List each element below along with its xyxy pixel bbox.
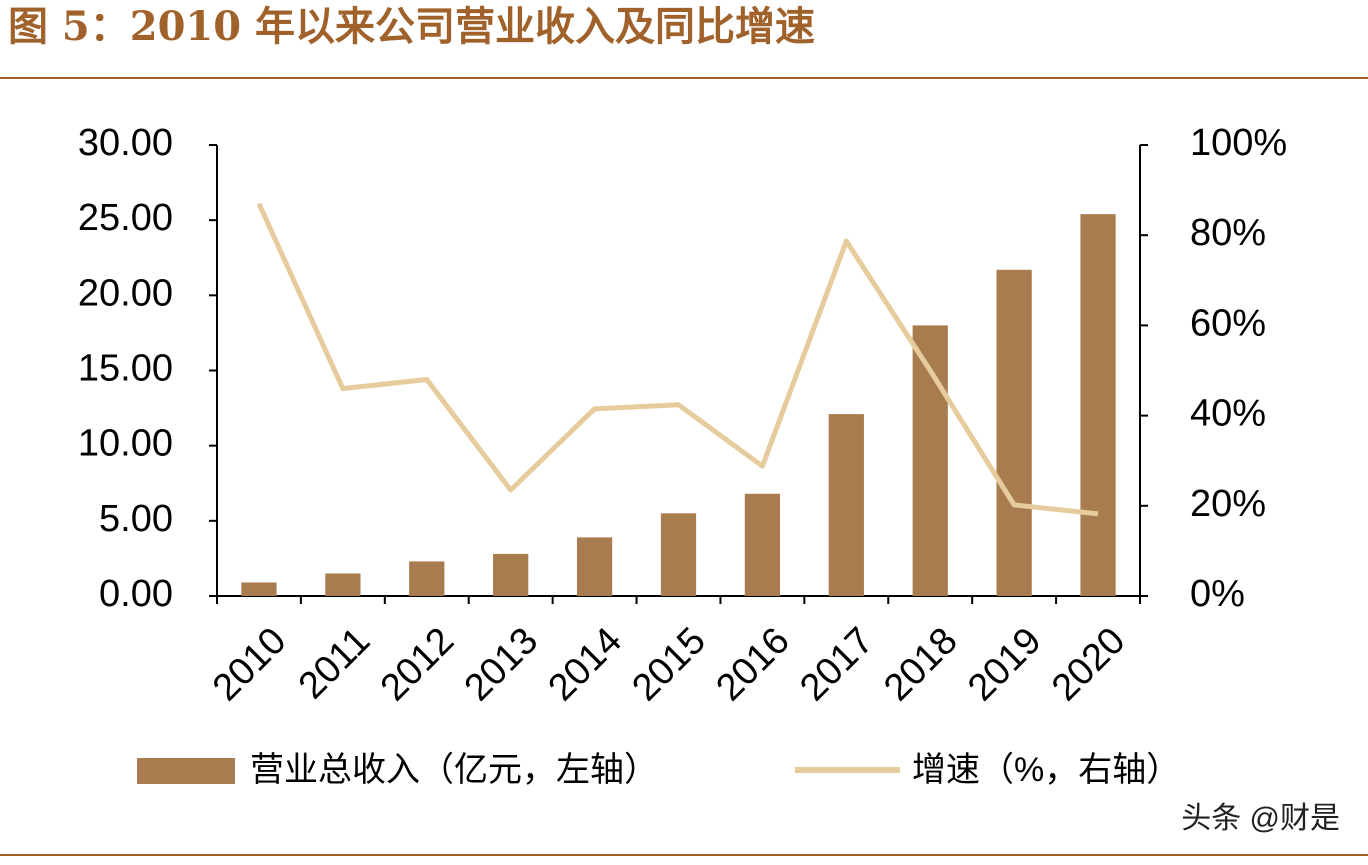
x-tick-label: 2015 — [624, 620, 713, 709]
x-tick-label: 2011 — [291, 620, 378, 707]
x-tick-label: 2014 — [541, 620, 630, 709]
bar — [996, 269, 1032, 596]
y-tick-label: 10.00 — [78, 423, 173, 465]
x-tick-label: 2020 — [1044, 620, 1133, 709]
bar — [576, 537, 613, 596]
x-tick-label: 2019 — [960, 620, 1049, 709]
bar — [325, 573, 361, 596]
chart-title: 图 5：2010 年以来公司营业收入及同比增速 — [8, 3, 815, 50]
bar — [409, 561, 445, 596]
y2-tick-label: 100% — [1190, 122, 1287, 164]
y-tick-label: 30.00 — [78, 122, 173, 164]
x-tick-label: 2017 — [792, 620, 881, 709]
y2-tick-label: 60% — [1190, 302, 1266, 344]
y2-tick-label: 40% — [1190, 393, 1266, 435]
bar — [493, 553, 529, 596]
legend-label: 增速（%，右轴） — [912, 751, 1180, 789]
x-tick-label: 2018 — [876, 620, 965, 709]
x-tick-label: 2016 — [708, 620, 797, 709]
legend-swatch — [137, 758, 235, 784]
x-tick-label: 2010 — [205, 620, 294, 709]
bar — [828, 414, 864, 596]
bar — [241, 582, 277, 596]
y2-tick-label: 20% — [1190, 483, 1266, 525]
y2-tick-label: 0% — [1190, 573, 1245, 615]
y-tick-label: 0.00 — [99, 573, 173, 615]
bar — [744, 493, 781, 596]
legend-label: 营业总收入（亿元，左轴） — [250, 751, 658, 789]
y-tick-label: 5.00 — [99, 498, 173, 540]
x-tick-label: 2012 — [373, 620, 462, 709]
bar — [660, 513, 697, 596]
y-tick-label: 15.00 — [78, 348, 173, 390]
y-tick-label: 20.00 — [78, 272, 173, 314]
y2-tick-label: 80% — [1190, 212, 1266, 254]
bar — [1080, 214, 1116, 597]
y-tick-label: 25.00 — [78, 197, 173, 239]
line — [256, 202, 1099, 517]
x-tick-label: 2013 — [457, 620, 546, 709]
watermark: 头条 @财是 — [1181, 802, 1340, 835]
